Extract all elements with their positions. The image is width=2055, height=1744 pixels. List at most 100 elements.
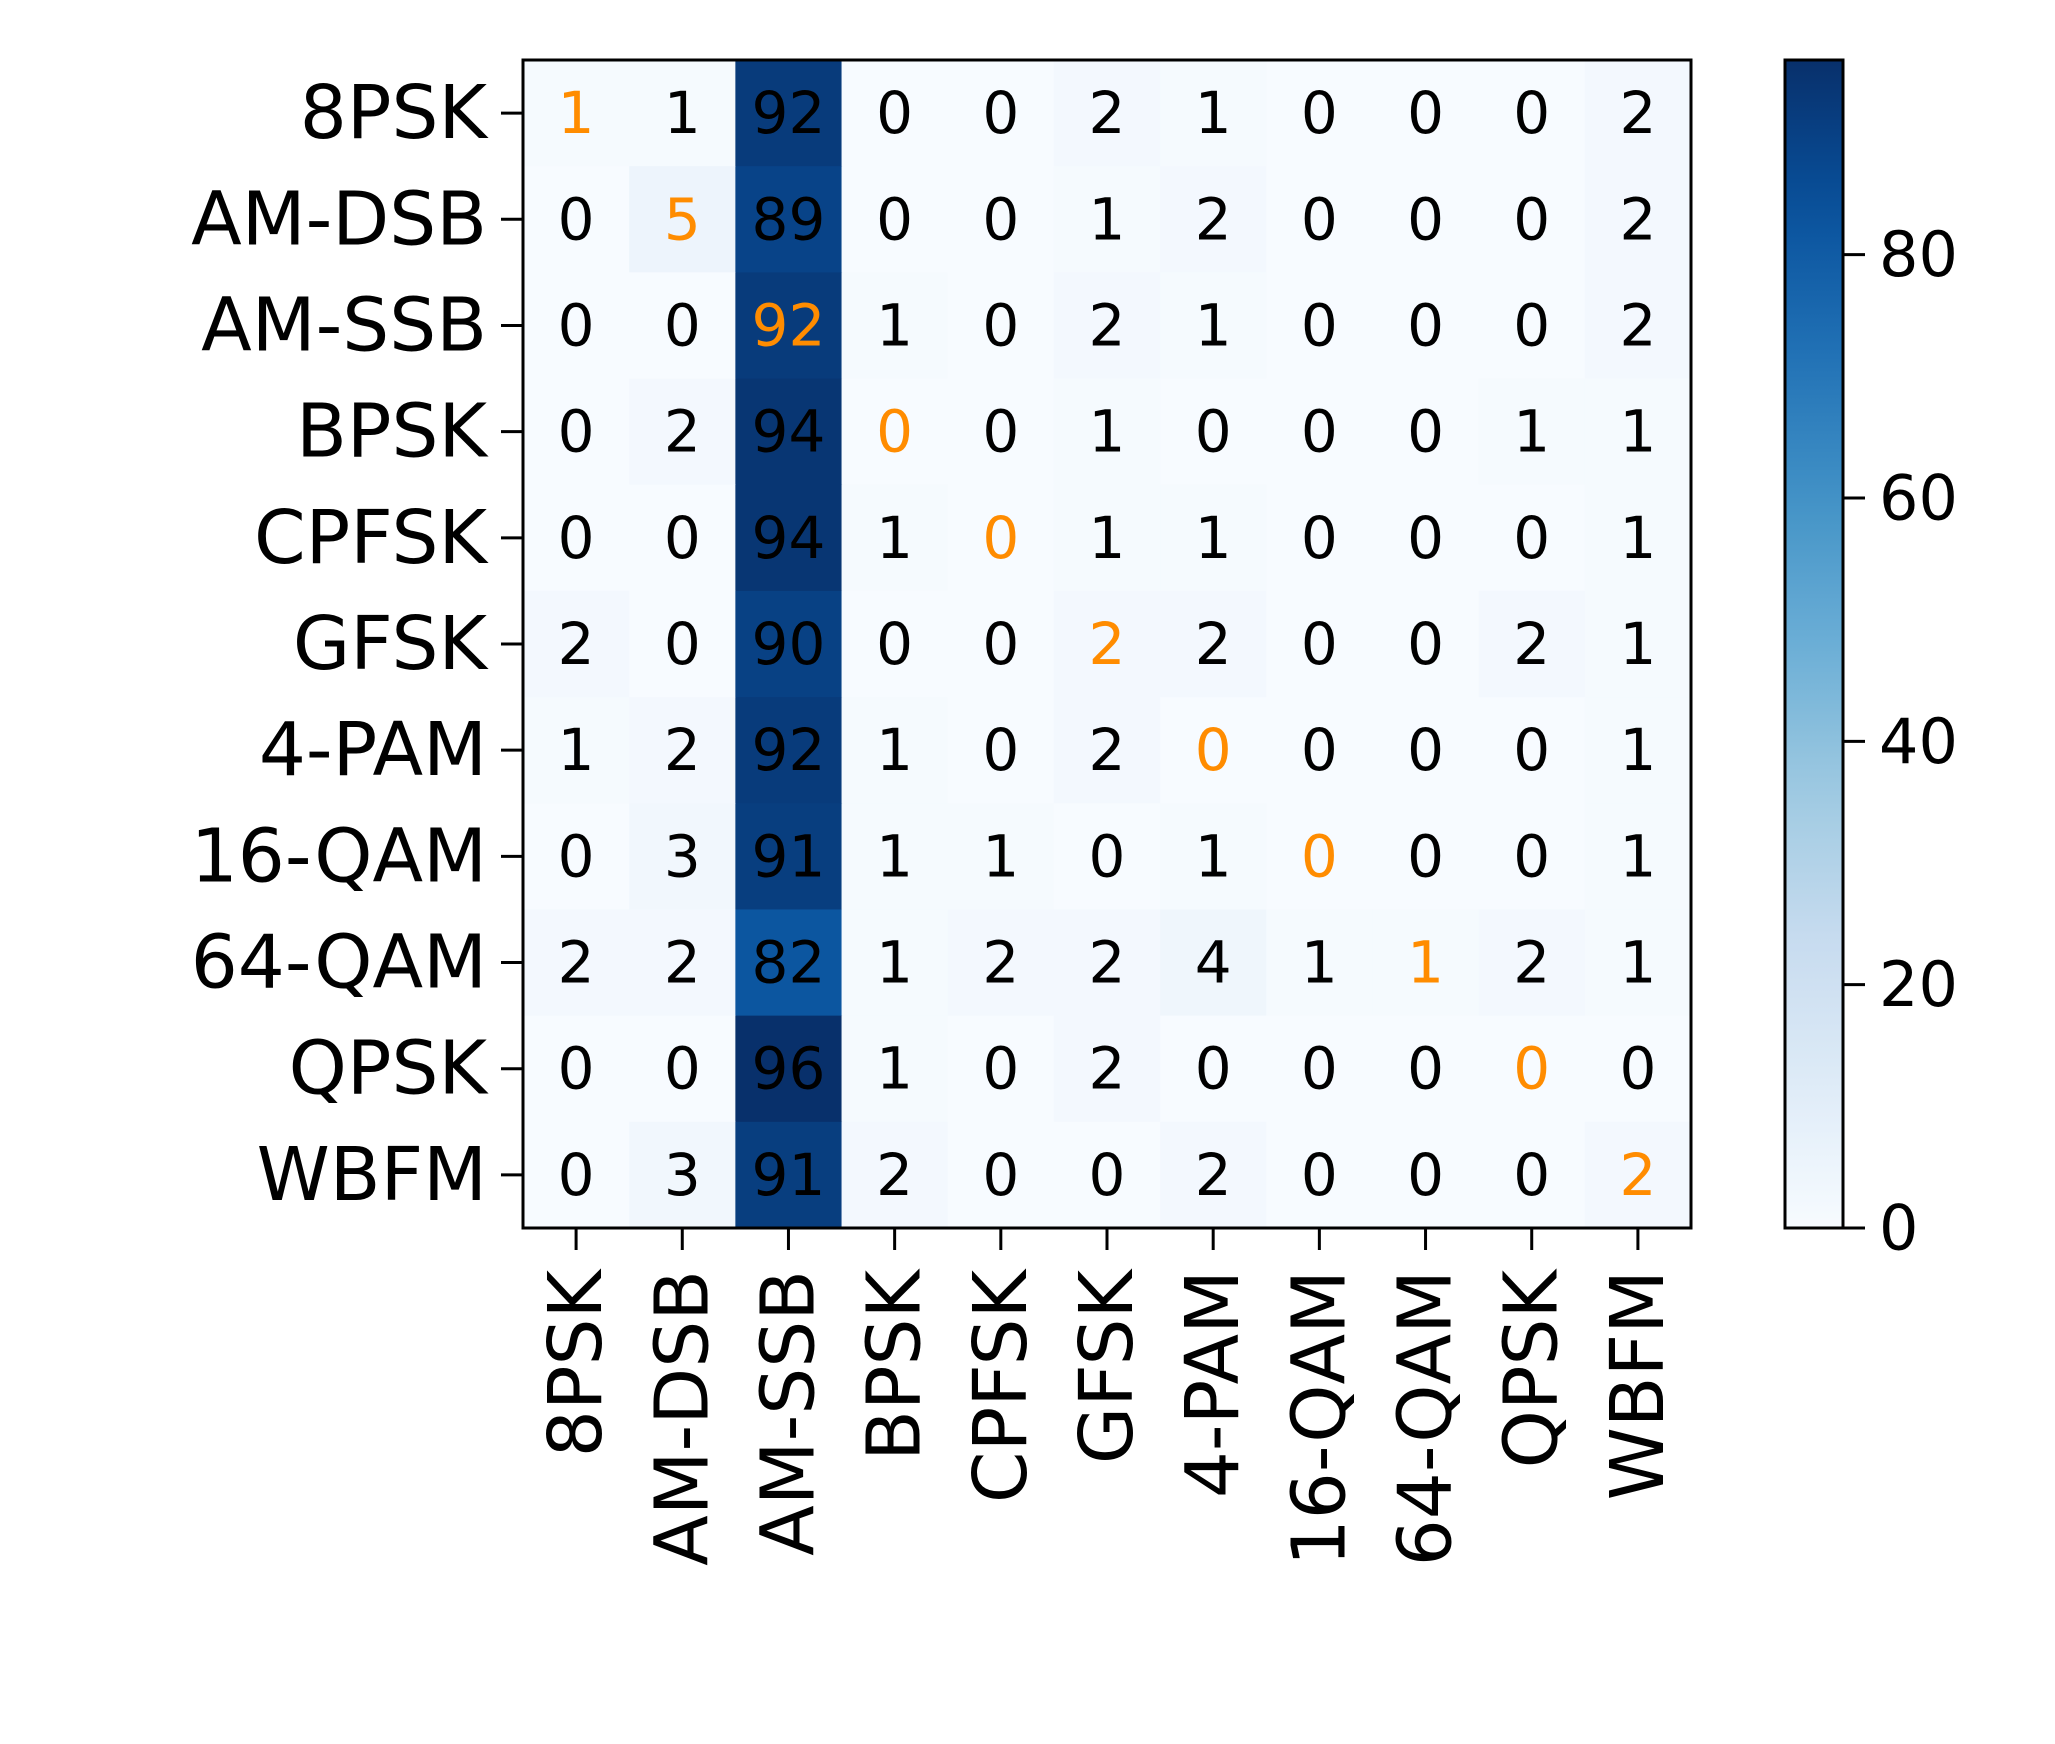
y-tick-label-10: WBFM: [257, 1132, 487, 1218]
heatmap-cell-r7-c7: [1266, 803, 1374, 911]
x-tick-label-8: 64-QAM: [1383, 1270, 1469, 1566]
cell-value-r7-c9: 0: [1513, 822, 1550, 890]
heatmap-cell-r8-c10: [1584, 909, 1692, 1017]
heatmap-cell-r2-c1: [629, 272, 736, 380]
heatmap-cell-r10-c2: [735, 1121, 843, 1229]
heatmap-cell-r8-c1: [629, 909, 736, 1017]
cell-value-r3-c4: 0: [982, 398, 1019, 466]
heatmap-cell-r10-c4: [947, 1121, 1055, 1229]
x-tick-label-3: BPSK: [852, 1268, 938, 1461]
heatmap-cell-r2-c5: [1053, 272, 1161, 380]
heatmap-cell-r2-c8: [1372, 272, 1480, 380]
heatmap-cell-r3-c4: [947, 378, 1055, 486]
cell-value-r9-c5: 2: [1089, 1035, 1126, 1103]
heatmap-cell-r9-c7: [1266, 1015, 1374, 1123]
cell-value-r7-c8: 0: [1407, 822, 1444, 890]
heatmap-cell-r3-c5: [1053, 378, 1161, 486]
heatmap-cell-r10-c0: [523, 1121, 630, 1229]
heatmap-cell-r5-c8: [1372, 590, 1480, 698]
heatmap-cell-r10-c5: [1053, 1121, 1161, 1229]
heatmap-cell-r7-c2: [735, 803, 843, 911]
cell-value-r8-c6: 4: [1195, 929, 1232, 997]
cell-value-r4-c5: 1: [1089, 504, 1126, 572]
cell-value-r8-c2: 82: [752, 929, 826, 997]
cell-value-r9-c2: 96: [752, 1035, 826, 1103]
cell-value-r8-c7: 1: [1301, 929, 1338, 997]
cell-value-r6-c7: 0: [1301, 716, 1338, 784]
cell-value-r2-c5: 2: [1089, 291, 1126, 359]
y-axis: 8PSK AM-DSB AM-SSB BPSK CPFSK GFSK 4-PAM 16-QAM…: [191, 70, 523, 1218]
cell-value-r7-c2: 91: [752, 822, 826, 890]
y-tick-label-5: GFSK: [293, 601, 490, 687]
cell-value-r5-c1: 0: [664, 610, 701, 678]
heatmap-cell-r5-c5: [1053, 590, 1161, 698]
cell-value-r10-c8: 0: [1407, 1141, 1444, 1209]
cell-value-r0-c3: 0: [876, 79, 913, 147]
heatmap-cell-r4-c1: [629, 484, 736, 592]
heatmap-cell-r7-c1: [629, 803, 736, 911]
cell-value-r0-c5: 2: [1089, 79, 1126, 147]
heatmap-cell-r0-c9: [1478, 60, 1586, 167]
heatmap-cell-r3-c8: [1372, 378, 1480, 486]
cell-value-r8-c1: 2: [664, 929, 701, 997]
heatmap-cell-r6-c4: [947, 697, 1055, 804]
heatmap-cell-r4-c5: [1053, 484, 1161, 592]
heatmap-cell-r6-c8: [1372, 697, 1480, 804]
heatmap-cell-r8-c2: [735, 909, 843, 1017]
colorbar: [1785, 60, 1843, 1228]
heatmap-cell-r8-c5: [1053, 909, 1161, 1017]
x-tick-label-4: CPFSK: [958, 1268, 1044, 1504]
heatmap-cell-r4-c4: [947, 484, 1055, 592]
cell-value-r5-c7: 0: [1301, 610, 1338, 678]
heatmap-cell-r3-c0: [523, 378, 630, 486]
cell-value-r2-c2: 92: [752, 291, 826, 359]
cell-value-r2-c10: 2: [1619, 291, 1656, 359]
cell-value-r1-c8: 0: [1407, 185, 1444, 253]
heatmap-cell-r10-c3: [841, 1121, 949, 1229]
cell-value-r6-c10: 1: [1619, 716, 1656, 784]
heatmap-cell-r1-c3: [841, 166, 949, 273]
heatmap-cell-r0-c7: [1266, 60, 1374, 167]
cell-value-r2-c8: 0: [1407, 291, 1444, 359]
cell-value-r3-c7: 0: [1301, 398, 1338, 466]
cell-value-r4-c7: 0: [1301, 504, 1338, 572]
heatmap-cell-r5-c4: [947, 590, 1055, 698]
heatmap-cell-r9-c3: [841, 1015, 949, 1123]
heatmap-cell-r8-c4: [947, 909, 1055, 1017]
cell-value-r9-c1: 0: [664, 1035, 701, 1103]
cell-value-r9-c4: 0: [982, 1035, 1019, 1103]
cell-value-r7-c1: 3: [664, 822, 701, 890]
cell-value-r4-c3: 1: [876, 504, 913, 572]
cell-value-r4-c9: 0: [1513, 504, 1550, 572]
heatmap-cell-r2-c7: [1266, 272, 1374, 380]
cell-value-r6-c1: 2: [664, 716, 701, 784]
heatmap-cell-r0-c8: [1372, 60, 1480, 167]
cell-value-r0-c4: 0: [982, 79, 1019, 147]
heatmap-cell-r10-c10: [1584, 1121, 1692, 1229]
heatmap-cell-r6-c9: [1478, 697, 1586, 804]
y-tick-label-8: 64-QAM: [191, 920, 487, 1006]
heatmap-cell-r1-c2: [735, 166, 843, 273]
heatmap-cell-r0-c3: [841, 60, 949, 167]
cell-value-r1-c7: 0: [1301, 185, 1338, 253]
cell-value-r9-c7: 0: [1301, 1035, 1338, 1103]
y-tick-label-0: 8PSK: [300, 70, 490, 156]
cell-value-r10-c10: 2: [1619, 1141, 1656, 1209]
cell-value-r2-c0: 0: [558, 291, 595, 359]
cell-value-r6-c2: 92: [752, 716, 826, 784]
x-tick-label-1: AM-DSB: [639, 1270, 725, 1566]
cell-value-r0-c10: 2: [1619, 79, 1656, 147]
cell-value-r3-c3: 0: [876, 398, 913, 466]
cell-value-r2-c7: 0: [1301, 291, 1338, 359]
heatmap-cell-r7-c0: [523, 803, 630, 911]
cell-value-r2-c1: 0: [664, 291, 701, 359]
heatmap-cell-r5-c1: [629, 590, 736, 698]
heatmap-cell-r6-c7: [1266, 697, 1374, 804]
x-tick-label-6: 4-PAM: [1170, 1270, 1256, 1498]
y-tick-label-3: BPSK: [296, 389, 489, 475]
x-tick-label-7: 16-QAM: [1276, 1270, 1362, 1566]
cell-value-r8-c5: 2: [1089, 929, 1126, 997]
heatmap-cell-r0-c2: [735, 60, 843, 167]
cell-value-r8-c9: 2: [1513, 929, 1550, 997]
